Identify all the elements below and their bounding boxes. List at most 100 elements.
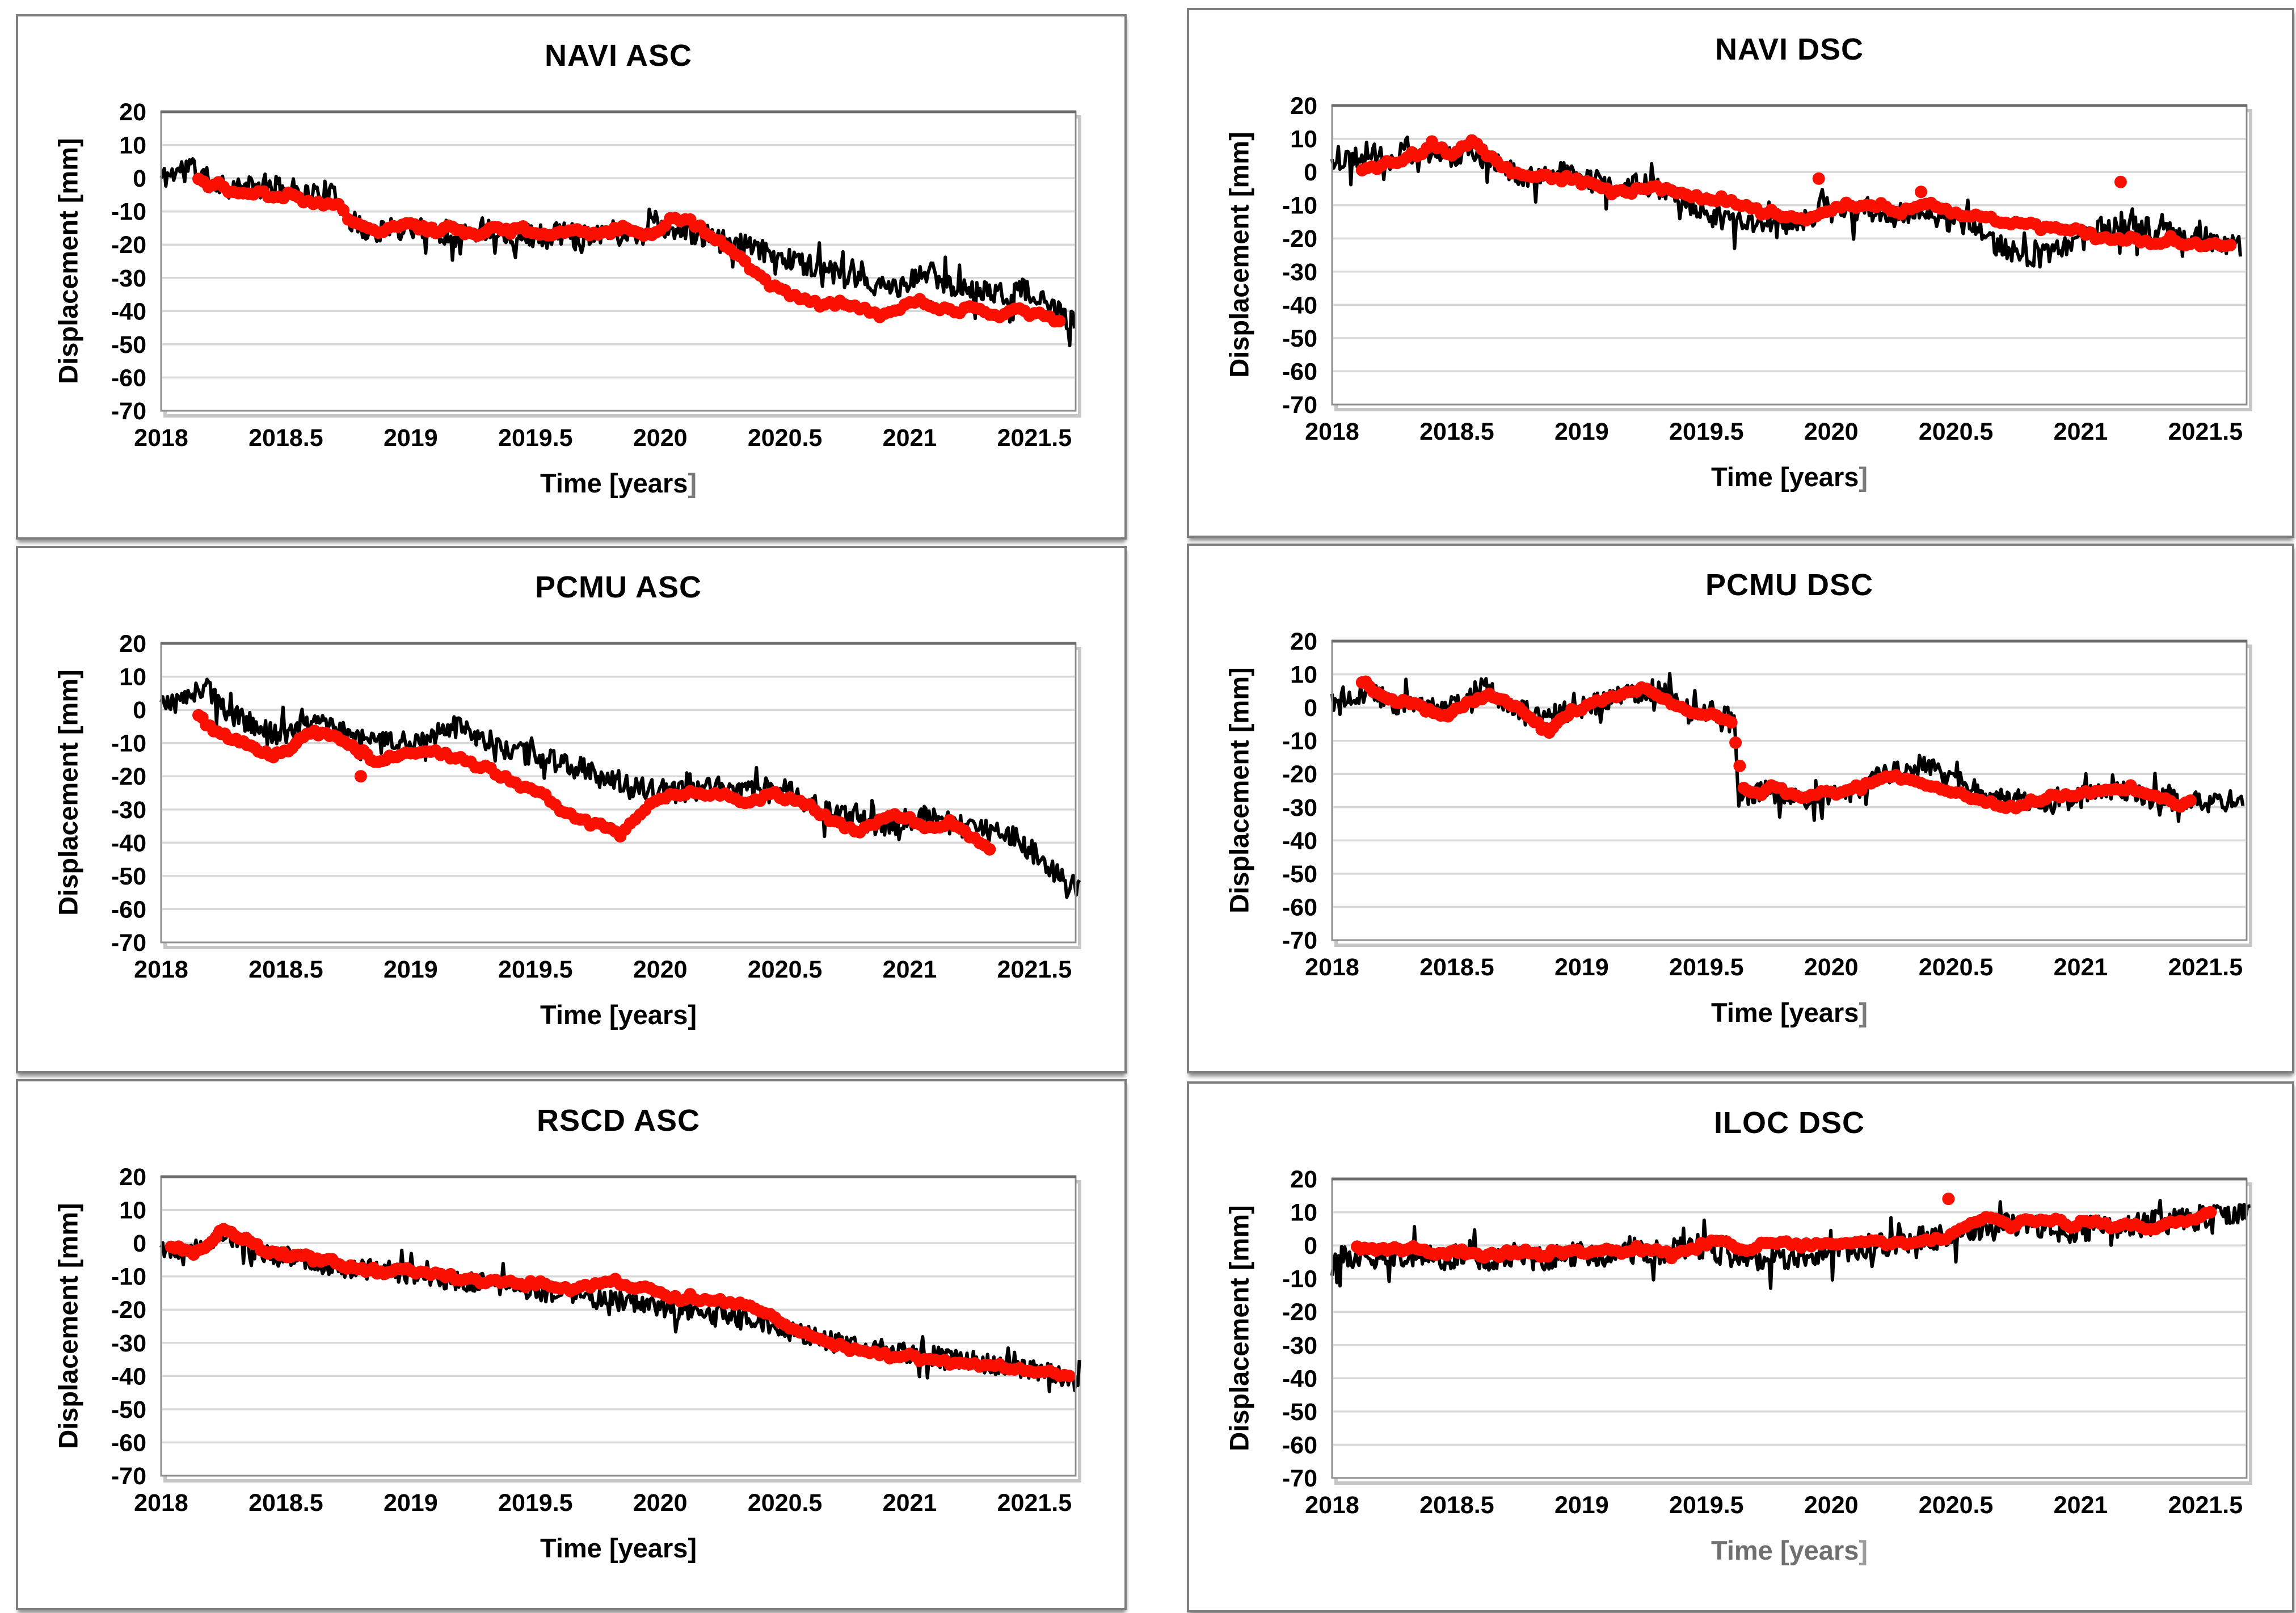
y-axis-label: Displacement [mm] bbox=[1224, 1205, 1254, 1451]
y-tick-label: -20 bbox=[111, 1296, 146, 1324]
chart-panel-iloc-dsc: 20 10 0 -10 -20 -30 -40 -50 -60 -70 2018 2018.5 2019… bbox=[1187, 1081, 2294, 1612]
x-axis-label-text: Time [years bbox=[540, 468, 688, 498]
x-tick-label: 2020.5 bbox=[1919, 1492, 1994, 1519]
x-tick-label: 2019.5 bbox=[1669, 418, 1744, 445]
x-tick-label: 2019 bbox=[384, 424, 438, 452]
y-tick-label: -10 bbox=[111, 1264, 146, 1291]
x-tick-label: 2020 bbox=[633, 956, 688, 983]
black-line bbox=[159, 677, 1081, 899]
x-tick-label: 2019.5 bbox=[1669, 1492, 1744, 1519]
y-tick-label: -70 bbox=[1282, 391, 1317, 419]
y-tick-label: -30 bbox=[1282, 1332, 1317, 1359]
x-tick-label: 2020 bbox=[1804, 1492, 1859, 1519]
y-tick-label: -60 bbox=[1282, 894, 1317, 921]
red-dot bbox=[337, 204, 350, 217]
x-tick-label: 2019 bbox=[384, 956, 438, 983]
x-axis-label: Time [years] bbox=[161, 999, 1076, 1030]
y-tick-label: 0 bbox=[133, 1230, 146, 1257]
y-tick-label: -50 bbox=[111, 1396, 146, 1424]
y-tick-label: 20 bbox=[119, 1164, 146, 1191]
red-dot bbox=[1725, 716, 1738, 729]
y-tick-label: -40 bbox=[1282, 292, 1317, 319]
y-tick-label: -20 bbox=[1282, 225, 1317, 252]
y-tick-label: 20 bbox=[119, 99, 146, 126]
y-tick-label: 20 bbox=[1290, 1166, 1317, 1193]
x-axis-label-text: Time [years bbox=[1711, 997, 1859, 1027]
x-tick-label: 2018.5 bbox=[1419, 418, 1494, 445]
red-dot bbox=[1812, 172, 1825, 185]
y-tick-label: -60 bbox=[111, 364, 146, 391]
x-tick-label: 2021 bbox=[883, 424, 937, 452]
chart-title: NAVI DSC bbox=[1714, 32, 1864, 66]
y-tick-label: -10 bbox=[111, 730, 146, 757]
x-tick-label: 2021.5 bbox=[2168, 954, 2243, 981]
x-axis-label: Time [years] bbox=[1332, 997, 2247, 1028]
x-axis-label-text: Time [years bbox=[540, 1000, 688, 1030]
y-tick-label: -40 bbox=[111, 829, 146, 857]
y-tick-label: -20 bbox=[111, 231, 146, 259]
y-tick-label: 20 bbox=[1290, 92, 1317, 120]
chart-panel-pcmu-asc: 20 10 0 -10 -20 -30 -40 -50 -60 -70 2018 2018.5 2019… bbox=[16, 546, 1127, 1073]
x-tick-label: 2018.5 bbox=[1419, 1492, 1494, 1519]
x-tick-label: 2018.5 bbox=[248, 956, 323, 983]
x-tick-label: 2021 bbox=[2054, 954, 2108, 981]
y-tick-label: -50 bbox=[1282, 1399, 1317, 1426]
x-tick-label: 2019.5 bbox=[498, 424, 573, 452]
x-tick-label: 2020.5 bbox=[748, 424, 823, 452]
red-dot bbox=[1942, 1193, 1955, 1206]
x-tick-label: 2018 bbox=[134, 1489, 188, 1517]
y-tick-label: 0 bbox=[1304, 159, 1317, 186]
y-tick-label: -50 bbox=[1282, 325, 1317, 352]
y-tick-label: 10 bbox=[119, 664, 146, 691]
x-tick-label: 2019 bbox=[1554, 954, 1609, 981]
x-tick-label: 2021 bbox=[2054, 418, 2108, 445]
chart-title: RSCD ASC bbox=[536, 1104, 701, 1138]
y-tick-label: -10 bbox=[1282, 728, 1317, 755]
y-tick-label: 10 bbox=[1290, 1199, 1317, 1227]
x-tick-label: 2021 bbox=[883, 1489, 937, 1517]
x-tick-label: 2021.5 bbox=[997, 1489, 1072, 1517]
y-tick-label: -70 bbox=[111, 398, 146, 425]
y-axis-label: Displacement [mm] bbox=[1224, 132, 1254, 378]
x-axis-label-bracket: ] bbox=[1859, 462, 1868, 492]
y-tick-label: 0 bbox=[133, 697, 146, 724]
y-tick-label: 0 bbox=[133, 165, 146, 192]
x-axis-label-bracket: ] bbox=[1859, 1535, 1868, 1565]
y-tick-label: -40 bbox=[1282, 1365, 1317, 1392]
y-tick-label: -30 bbox=[111, 797, 146, 824]
y-tick-label: -10 bbox=[1282, 1266, 1317, 1293]
x-tick-label: 2021 bbox=[883, 956, 937, 983]
y-tick-label: 0 bbox=[1304, 1232, 1317, 1260]
x-tick-label: 2020.5 bbox=[748, 1489, 823, 1517]
y-axis-label: Displacement [mm] bbox=[53, 1203, 83, 1449]
red-dot bbox=[2204, 1206, 2217, 1219]
red-dot bbox=[2224, 238, 2237, 251]
y-tick-label: -50 bbox=[1282, 861, 1317, 888]
y-tick-label: -60 bbox=[1282, 1431, 1317, 1459]
x-axis-label-bracket: ] bbox=[1859, 997, 1868, 1027]
x-axis-label-bracket: ] bbox=[688, 1000, 697, 1030]
x-axis-label-text: Time [years bbox=[1711, 1535, 1859, 1565]
plot-area bbox=[161, 643, 1076, 942]
chart-panel-pcmu-dsc: 20 10 0 -10 -20 -30 -40 -50 -60 -70 2018 2018.5 2019… bbox=[1187, 544, 2294, 1073]
y-tick-label: -70 bbox=[1282, 927, 1317, 954]
x-axis-label: Time [years] bbox=[1332, 461, 2247, 492]
red-dot bbox=[2114, 175, 2127, 188]
x-tick-label: 2019.5 bbox=[1669, 954, 1744, 981]
x-tick-label: 2018.5 bbox=[248, 424, 323, 452]
y-tick-label: -10 bbox=[111, 199, 146, 226]
y-axis-label: Displacement [mm] bbox=[1224, 667, 1254, 913]
x-axis-label: Time [years] bbox=[161, 1532, 1076, 1564]
chart-title: PCMU DSC bbox=[1705, 568, 1873, 602]
x-tick-label: 2021.5 bbox=[2168, 1492, 2243, 1519]
red-dot bbox=[983, 843, 996, 856]
x-tick-label: 2018.5 bbox=[248, 1489, 323, 1517]
y-tick-label: -40 bbox=[111, 298, 146, 325]
y-tick-label: -60 bbox=[111, 896, 146, 923]
x-tick-label: 2021.5 bbox=[997, 424, 1072, 452]
x-tick-label: 2021.5 bbox=[997, 956, 1072, 983]
y-tick-label: -60 bbox=[1282, 358, 1317, 385]
x-tick-label: 2020 bbox=[1804, 418, 1859, 445]
